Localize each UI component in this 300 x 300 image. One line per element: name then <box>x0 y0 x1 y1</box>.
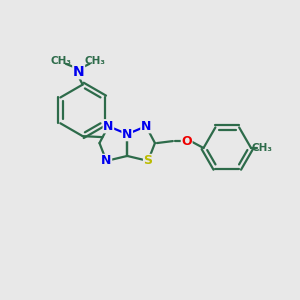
Text: CH₃: CH₃ <box>251 143 272 153</box>
Text: N: N <box>103 120 114 133</box>
Text: N: N <box>73 65 85 79</box>
Text: N: N <box>101 154 112 167</box>
Text: N: N <box>122 128 132 141</box>
Text: N: N <box>141 120 151 133</box>
Text: S: S <box>143 154 152 167</box>
Text: CH₃: CH₃ <box>50 56 71 66</box>
Text: O: O <box>181 135 192 148</box>
Text: CH₃: CH₃ <box>84 56 105 66</box>
